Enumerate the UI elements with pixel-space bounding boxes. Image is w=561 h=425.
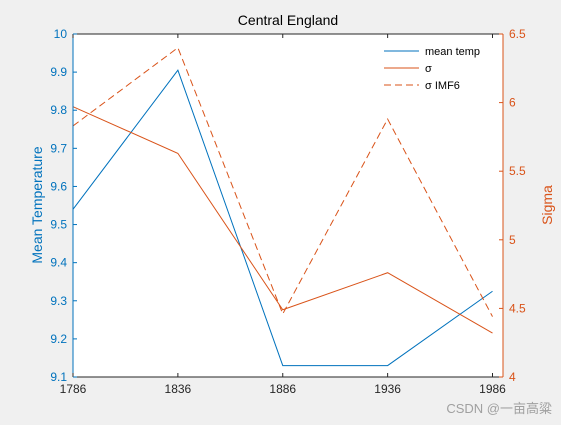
y-left-tick-label: 9.1 [50, 370, 67, 384]
x-tick-label: 1936 [374, 382, 401, 396]
y-left-tick-label: 9.5 [50, 218, 67, 232]
legend: mean temp σ σ IMF6 [378, 42, 496, 96]
y-right-tick-label: 4 [509, 370, 516, 384]
ticks-layer: 1786 1836 1886 1936 1986 9.1 9.2 9.3 9.4 9.5 9.6 9.… [50, 27, 526, 396]
watermark: CSDN @一亩高粱 [446, 401, 552, 416]
y-left-tick-label: 9.9 [50, 65, 67, 79]
y-left-tick-label: 9.7 [50, 141, 67, 155]
y-right-tick-label: 6 [509, 96, 516, 110]
x-tick-label: 1986 [479, 382, 506, 396]
y-left-tick-label: 9.8 [50, 103, 67, 117]
y-right-tick-label: 4.5 [509, 301, 526, 315]
series-line-mean-temp [72, 69, 493, 367]
legend-label-sigma: σ [425, 63, 432, 75]
y-axis-right-label: Sigma [539, 185, 555, 225]
y-left-tick-label: 9.2 [50, 332, 67, 346]
x-tick-label: 1786 [60, 382, 87, 396]
legend-label-sigma-imf6: σ IMF6 [425, 80, 460, 92]
y-left-tick-label: 9.6 [50, 179, 67, 193]
y-axis-left-label: Mean Temperature [29, 146, 45, 263]
y-left-tick-label: 9.4 [50, 256, 67, 270]
y-left-tick-label: 10 [54, 27, 68, 41]
series-line-sigma [72, 106, 493, 334]
x-tick-label: 1836 [165, 382, 192, 396]
chart-title: Central England [238, 12, 338, 28]
series-layer [72, 46, 493, 367]
y-right-tick-label: 6.5 [509, 27, 526, 41]
y-left-tick-label: 9.3 [50, 294, 67, 308]
y-right-tick-label: 5 [509, 233, 516, 247]
x-tick-label: 1886 [269, 382, 296, 396]
y-right-tick-label: 5.5 [509, 164, 526, 178]
legend-label-mean-temp: mean temp [425, 46, 480, 58]
